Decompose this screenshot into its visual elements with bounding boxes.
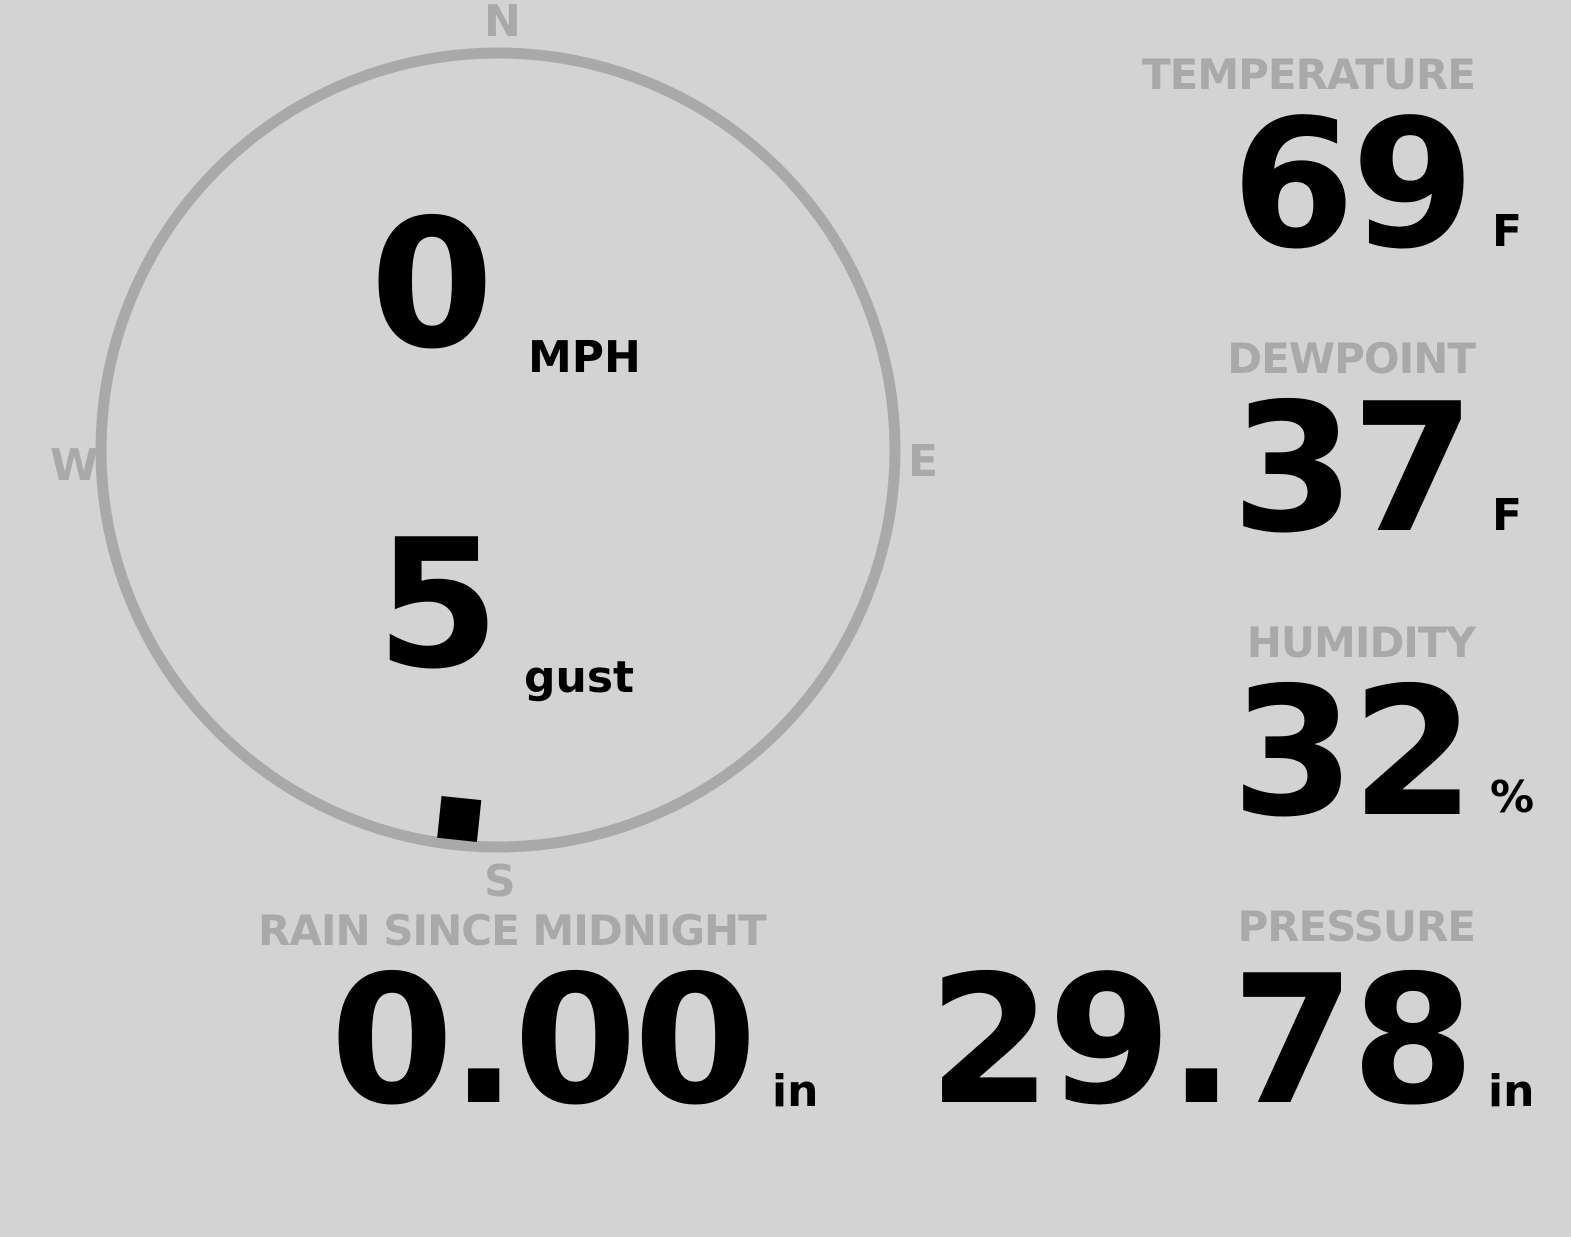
dewpoint-label: DEWPOINT bbox=[1227, 334, 1476, 383]
temperature-label: TEMPERATURE bbox=[1142, 50, 1476, 99]
pressure-label: PRESSURE bbox=[1237, 902, 1476, 951]
humidity-label: HUMIDITY bbox=[1246, 618, 1476, 667]
compass-east-label: E bbox=[908, 436, 939, 487]
temperature-value: 69 bbox=[1231, 81, 1475, 288]
temperature-unit: F bbox=[1492, 206, 1523, 257]
wind-direction-indicator bbox=[437, 795, 482, 842]
wind-speed-value: 0 bbox=[370, 181, 494, 388]
pressure-unit: in bbox=[1488, 1066, 1535, 1117]
dewpoint-value: 37 bbox=[1231, 365, 1475, 572]
rain-label: RAIN SINCE MIDNIGHT bbox=[258, 906, 767, 955]
humidity-unit: % bbox=[1490, 772, 1535, 823]
wind-gust-label: gust bbox=[524, 652, 635, 703]
rain-unit: in bbox=[772, 1066, 819, 1117]
rain-value: 0.00 bbox=[330, 937, 757, 1144]
compass-north-label: N bbox=[484, 0, 521, 47]
compass-west-label: W bbox=[50, 440, 99, 491]
compass-ring bbox=[95, 47, 901, 853]
wind-speed-unit: MPH bbox=[528, 332, 641, 383]
wind-gust-value: 5 bbox=[376, 501, 500, 708]
dewpoint-unit: F bbox=[1492, 490, 1523, 541]
humidity-value: 32 bbox=[1231, 649, 1475, 856]
compass-south-label: S bbox=[484, 856, 516, 907]
pressure-value: 29.78 bbox=[927, 937, 1475, 1144]
